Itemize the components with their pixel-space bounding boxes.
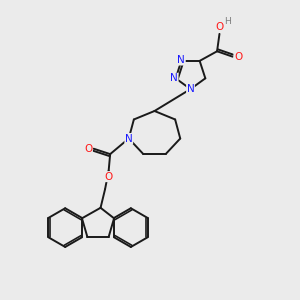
Text: N: N	[187, 84, 194, 94]
Text: O: O	[104, 172, 113, 182]
Text: N: N	[178, 55, 185, 65]
Text: N: N	[125, 134, 133, 143]
Text: N: N	[170, 73, 178, 83]
Text: H: H	[224, 17, 231, 26]
Text: O: O	[215, 22, 223, 32]
Text: O: O	[234, 52, 242, 62]
Text: O: O	[84, 144, 92, 154]
